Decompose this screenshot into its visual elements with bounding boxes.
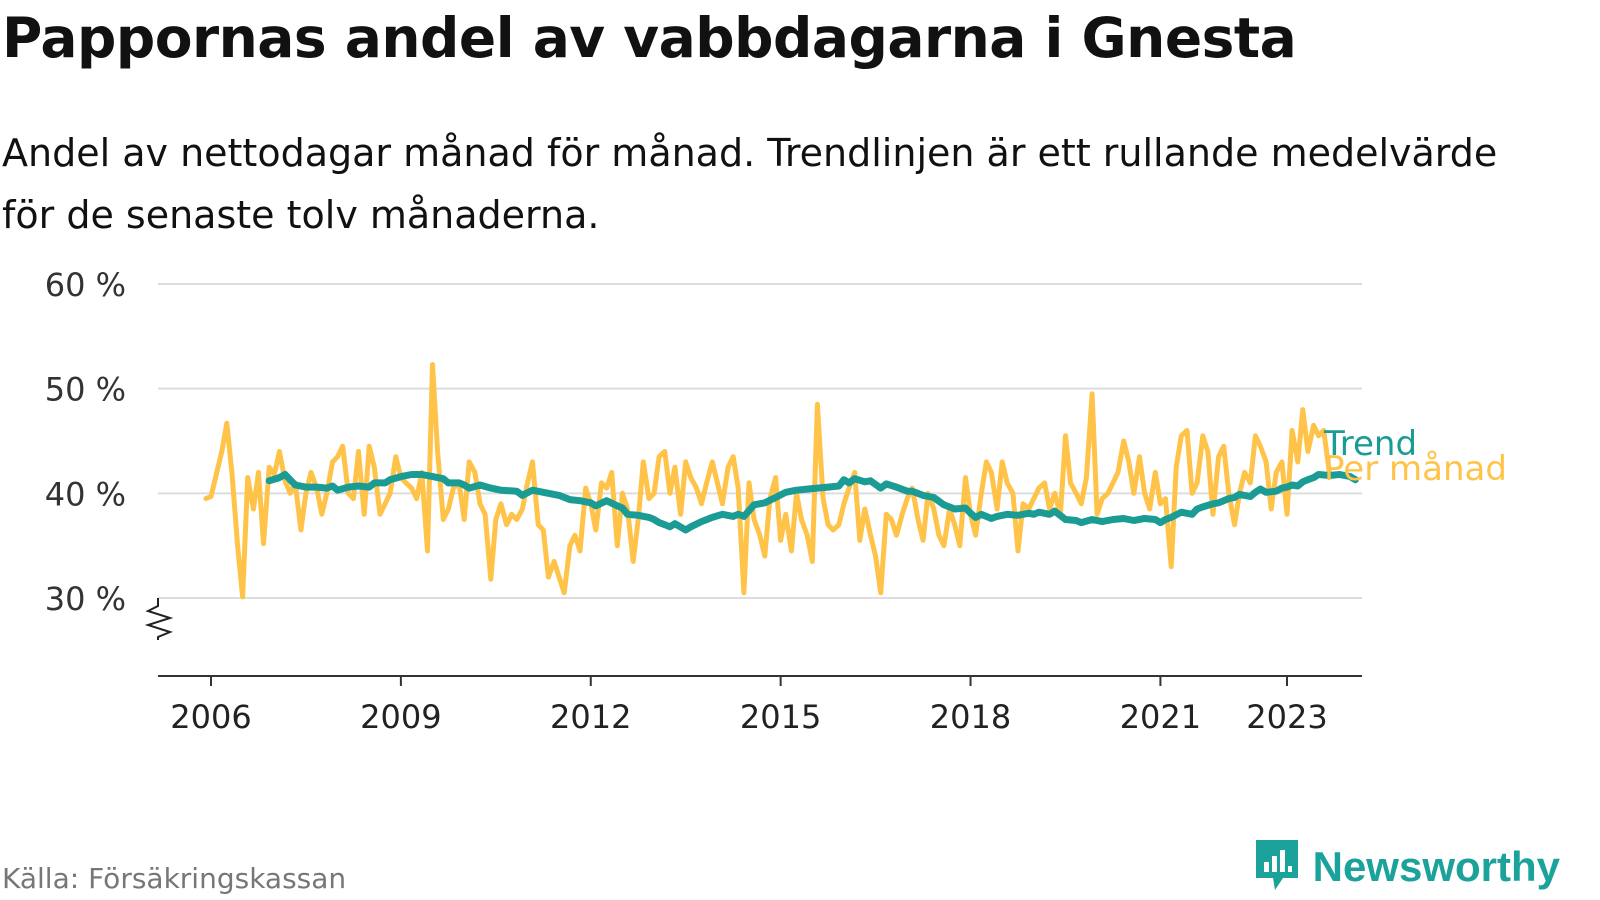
source-note: Källa: Försäkringskassan [2, 862, 347, 895]
y-axis: 30 % 40 % 50 % 60 % [45, 266, 174, 640]
gridlines [158, 283, 1362, 599]
line-chart: 30 % 40 % 50 % 60 % 2006 2009 2012 2015 2018 202… [45, 266, 1507, 736]
x-tick-label: 2021 [1120, 698, 1201, 736]
x-tick-label: 2009 [360, 698, 441, 736]
y-tick-label: 40 % [45, 475, 126, 513]
y-tick-label: 30 % [45, 580, 126, 618]
y-tick-label: 60 % [45, 266, 126, 304]
y-tick-label: 50 % [45, 371, 126, 409]
x-axis: 2006 2009 2012 2015 2018 2021 2023 [158, 675, 1362, 736]
legend-trend-label: Trend [1323, 424, 1417, 464]
chart-title: Pappornas andel av vabbdagarna i Gnesta [2, 6, 1297, 70]
brand-name: Newsworthy [1312, 843, 1560, 890]
newsworthy-logo-icon [1253, 838, 1301, 896]
axis-break-icon [144, 598, 174, 640]
newsworthy-logo[interactable]: Newsworthy [1253, 838, 1560, 896]
x-tick-label: 2023 [1246, 698, 1327, 736]
x-tick-label: 2012 [550, 698, 631, 736]
series-lines [203, 362, 1359, 600]
x-tick-label: 2006 [170, 698, 251, 736]
trend-line [265, 471, 1359, 534]
legend-monthly-label: Per månad [1324, 449, 1507, 489]
x-tick-label: 2018 [930, 698, 1011, 736]
x-tick-label: 2015 [740, 698, 821, 736]
chart-subtitle: Andel av nettodagar månad för månad. Tre… [2, 131, 1498, 237]
